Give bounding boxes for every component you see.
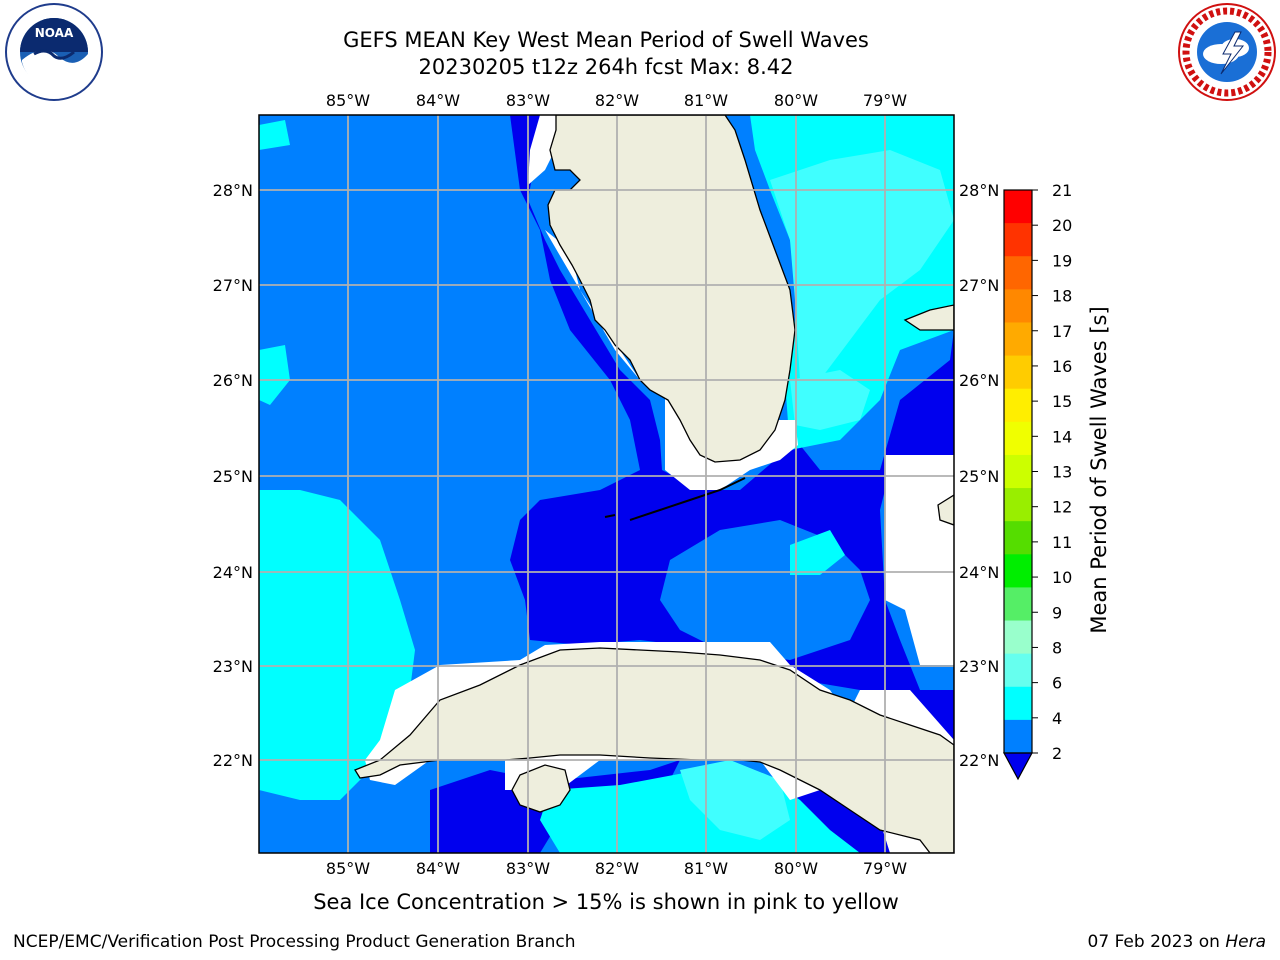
colorbar-tick-label: 9 xyxy=(1052,603,1062,622)
colorbar-segment xyxy=(1004,521,1032,555)
andros-landmass xyxy=(937,494,954,526)
colorbar-segment xyxy=(1004,719,1032,754)
colorbar-segment xyxy=(1004,488,1032,522)
colorbar-segment xyxy=(1004,322,1032,357)
svg-text:NOAA: NOAA xyxy=(35,26,74,40)
lat-label: 27°N xyxy=(959,276,999,295)
nws-logo-icon xyxy=(1178,3,1276,101)
colorbar-tick-label: 11 xyxy=(1052,533,1072,552)
colorbar-segment xyxy=(1004,686,1032,721)
map-frame xyxy=(258,114,955,854)
map-area xyxy=(259,115,954,853)
cuba-landmass xyxy=(354,647,954,853)
colorbar-segment xyxy=(1004,256,1032,290)
lat-label: 22°N xyxy=(213,751,253,770)
colorbar-tick-label: 16 xyxy=(1052,357,1072,376)
lat-labels-right: 28°N 27°N 26°N 25°N 24°N 23°N 22°N xyxy=(959,181,999,770)
light-cyan-range-region xyxy=(680,150,954,840)
colorbar-segment xyxy=(1004,421,1032,456)
colorbar-tick-label: 21 xyxy=(1052,181,1072,200)
lon-label: 84°W xyxy=(416,91,460,110)
lon-label: 79°W xyxy=(863,859,907,878)
lon-label: 80°W xyxy=(774,91,818,110)
colorbar-tick-label: 20 xyxy=(1052,216,1072,235)
lon-label: 84°W xyxy=(416,859,460,878)
colorbar-segment xyxy=(1004,620,1032,655)
colorbar-tick-label: 19 xyxy=(1052,251,1072,270)
graticule xyxy=(259,115,954,853)
lon-label: 82°W xyxy=(595,91,639,110)
colorbar-tick-label: 13 xyxy=(1052,463,1072,482)
footer-credit: NCEP/EMC/Verification Post Processing Pr… xyxy=(13,932,576,952)
lon-label: 83°W xyxy=(506,91,550,110)
colorbar-segment xyxy=(1004,653,1032,688)
lat-label: 28°N xyxy=(959,181,999,200)
lat-label: 25°N xyxy=(959,467,999,486)
lat-label: 26°N xyxy=(959,371,999,390)
colorbar-segment xyxy=(1004,454,1032,489)
lat-label: 23°N xyxy=(213,657,253,676)
colorbar-tick-label: 17 xyxy=(1052,322,1072,341)
colorbar-segment xyxy=(1004,190,1032,224)
lon-label: 81°W xyxy=(684,859,728,878)
colorbar-tick-label: 8 xyxy=(1052,638,1062,657)
colorbar-tick-label: 14 xyxy=(1052,427,1072,446)
florida-keys xyxy=(604,477,746,521)
colorbar-segment xyxy=(1004,587,1032,622)
colorbar-tick-label: 2 xyxy=(1052,744,1062,763)
noaa-logo-icon: NOAA xyxy=(5,3,103,101)
lon-labels-bottom: 85°W 84°W 83°W 82°W 81°W 80°W 79°W xyxy=(326,859,907,878)
sea-ice-note: Sea Ice Concentration > 15% is shown in … xyxy=(313,890,899,914)
colorbar-segment xyxy=(1004,223,1032,257)
lon-label: 80°W xyxy=(774,859,818,878)
colorbar-tick-label: 12 xyxy=(1052,498,1072,517)
lat-label: 24°N xyxy=(959,563,999,582)
colorbar-label: Mean Period of Swell Waves [s] xyxy=(1087,306,1111,634)
lon-label: 79°W xyxy=(863,91,907,110)
lat-label: 27°N xyxy=(213,276,253,295)
colorbar: 21 20 19 18 17 16 15 14 13 12 11 10 9 8 6 4 2 xyxy=(1002,181,1072,781)
footer-date-text: 07 Feb 2023 on xyxy=(1087,932,1226,952)
footer-machine: Hera xyxy=(1225,932,1266,952)
colorbar-tick-label: 15 xyxy=(1052,392,1072,411)
bahamas-landmass xyxy=(903,304,954,331)
colorbar-segment xyxy=(1004,554,1032,588)
colorbar-tick-label: 6 xyxy=(1052,674,1062,693)
colorbar-segment xyxy=(1004,289,1032,323)
lat-label: 28°N xyxy=(213,181,253,200)
chart-subtitle: 20230205 t12z 264h fcst Max: 8.42 xyxy=(418,55,794,79)
lat-label: 23°N xyxy=(959,657,999,676)
lon-label: 83°W xyxy=(506,859,550,878)
colorbar-tick-label: 18 xyxy=(1052,287,1072,306)
footer-date: 07 Feb 2023 on Hera xyxy=(1088,932,1266,952)
lat-label: 25°N xyxy=(213,467,253,486)
colorbar-segment xyxy=(1004,355,1032,390)
isla-juventud-landmass xyxy=(511,764,571,813)
lat-label: 22°N xyxy=(959,751,999,770)
chart-title: GEFS MEAN Key West Mean Period of Swell … xyxy=(343,28,869,52)
colorbar-under-arrow xyxy=(1002,752,1034,781)
lon-label: 82°W xyxy=(595,859,639,878)
colorbar-tick-label: 4 xyxy=(1052,709,1062,728)
lon-labels-top: 85°W 84°W 83°W 82°W 81°W 80°W 79°W xyxy=(326,91,907,110)
lat-label: 24°N xyxy=(213,563,253,582)
lon-label: 85°W xyxy=(326,91,370,110)
colorbar-segment xyxy=(1004,388,1032,423)
lat-label: 26°N xyxy=(213,371,253,390)
lon-label: 85°W xyxy=(326,859,370,878)
lat-labels-left: 28°N 27°N 26°N 25°N 24°N 23°N 22°N xyxy=(213,181,253,770)
lon-label: 81°W xyxy=(684,91,728,110)
colorbar-tick-label: 10 xyxy=(1052,568,1072,587)
